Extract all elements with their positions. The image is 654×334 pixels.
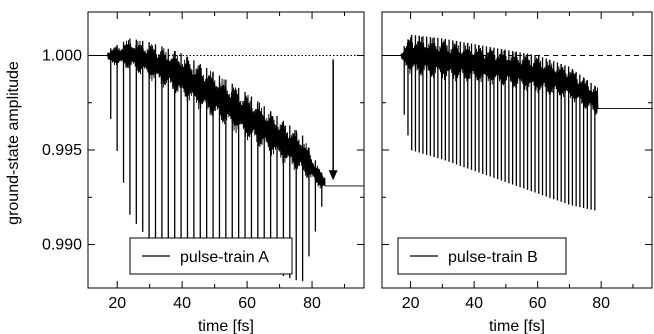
y-ticks bbox=[382, 54, 652, 246]
plot-panel-left: 20 40 60 80 0.990 0.995 1.000 time [fs] pulse… bbox=[42, 11, 365, 334]
x-ticks: 20 40 60 80 bbox=[402, 12, 634, 312]
x-tick-label: 20 bbox=[108, 295, 126, 312]
x-axis-label: time [fs] bbox=[198, 318, 254, 334]
legend-label: pulse-train A bbox=[180, 249, 269, 266]
x-tick-label: 60 bbox=[529, 295, 547, 312]
x-tick-label: 20 bbox=[402, 295, 420, 312]
plot-panel-right: 20 40 60 80 time [fs] pulse-train B bbox=[381, 11, 653, 334]
x-ticks: 20 40 60 80 bbox=[108, 12, 346, 312]
legend: pulse-train B bbox=[397, 237, 567, 275]
y-tick-label: 1.000 bbox=[42, 47, 82, 64]
x-tick-label: 40 bbox=[173, 295, 191, 312]
y-tick-label: 0.995 bbox=[42, 142, 82, 159]
y-ticks: 0.990 0.995 1.000 bbox=[42, 47, 364, 254]
y-axis-label: ground-state amplitude bbox=[5, 61, 22, 225]
plot-frame bbox=[381, 11, 653, 289]
y-tick-label: 0.990 bbox=[42, 237, 82, 254]
x-tick-label: 40 bbox=[465, 295, 483, 312]
series-traces bbox=[382, 34, 652, 211]
x-tick-label: 80 bbox=[303, 295, 321, 312]
legend-label: pulse-train B bbox=[448, 249, 538, 266]
x-axis-label: time [fs] bbox=[489, 318, 545, 334]
legend: pulse-train A bbox=[129, 237, 293, 275]
trace-group bbox=[382, 34, 652, 211]
plot-frame bbox=[87, 11, 365, 289]
x-tick-label: 60 bbox=[238, 295, 256, 312]
x-tick-label: 80 bbox=[592, 295, 610, 312]
annotation-arrow-head bbox=[328, 170, 338, 181]
